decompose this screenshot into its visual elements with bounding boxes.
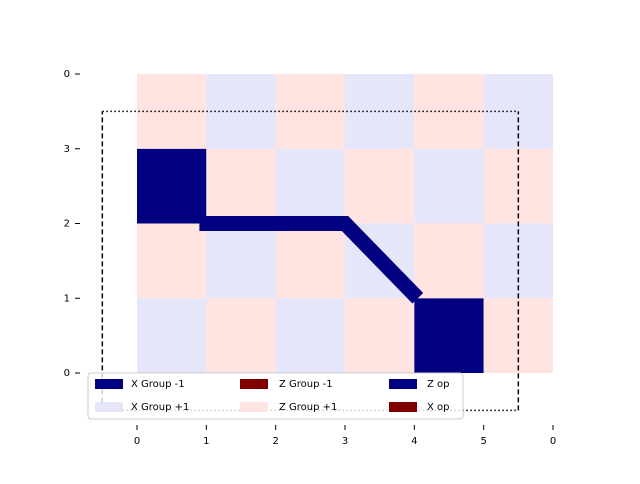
- legend-swatch: [240, 402, 268, 412]
- y-tick-label: 0: [64, 368, 70, 379]
- lattice-cell: [275, 223, 345, 299]
- lattice-cell: [414, 74, 484, 149]
- legend-label: X Group +1: [131, 402, 189, 413]
- x-tick-label: 2: [272, 436, 278, 447]
- legend-swatch: [240, 379, 268, 389]
- x-tick-label: 4: [411, 436, 417, 447]
- x-tick-label: 3: [342, 436, 348, 447]
- lattice-cell: [414, 298, 484, 373]
- legend-swatch: [95, 402, 123, 412]
- lattice-cell: [137, 223, 207, 299]
- x-tick-label: 5: [480, 436, 486, 447]
- x-tick-label: 0: [550, 436, 556, 447]
- lattice-cell: [275, 148, 345, 224]
- lattice-cell: [137, 148, 207, 224]
- legend-swatch: [95, 379, 123, 389]
- lattice-cell: [275, 298, 345, 373]
- op-path: [199, 216, 424, 304]
- lattice-cell: [206, 223, 276, 299]
- lattice-cell: [137, 298, 207, 373]
- lattice-cell: [206, 148, 276, 224]
- lattice-cell: [414, 223, 484, 299]
- lattice-cell: [206, 298, 276, 373]
- x-tick-label: 1: [203, 436, 209, 447]
- y-tick-label: 3: [64, 144, 70, 155]
- legend-swatch: [389, 402, 417, 412]
- legend-box: [87, 372, 464, 420]
- legend-label: Z Group +1: [279, 402, 337, 413]
- lattice-cell: [206, 74, 276, 149]
- legend-swatch: [389, 379, 417, 389]
- y-tick-label: 1: [64, 293, 70, 304]
- legend-label: X Group -1: [131, 379, 185, 390]
- legend-label: X op: [427, 402, 450, 413]
- y-tick-label: 0: [64, 69, 70, 80]
- legend-label: Z op: [427, 379, 450, 390]
- legend-label: Z Group -1: [279, 379, 333, 390]
- lattice-cell: [345, 298, 415, 373]
- lattice-cell: [414, 148, 484, 224]
- x-tick-label: 0: [134, 436, 140, 447]
- y-tick-label: 2: [64, 219, 70, 230]
- lattice-cell: [345, 148, 415, 224]
